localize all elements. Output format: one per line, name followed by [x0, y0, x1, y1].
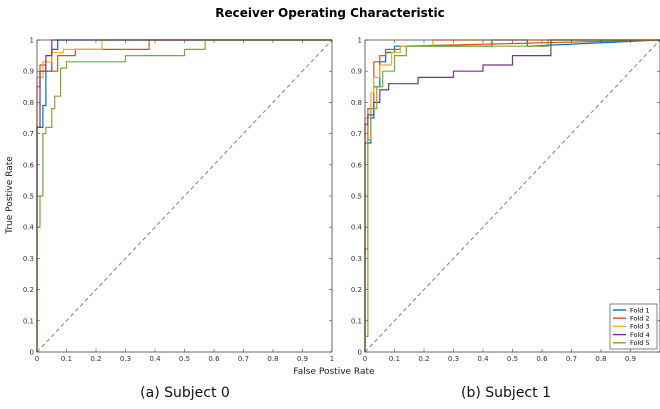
roc-panel-1: 0 0.1 0.2 0.3 0.4 0.5 0.6 0.7 0.8 0.9 0 0.1 0.2 0.3 0.… — [351, 37, 660, 363]
x-tick-label: 0.1 — [389, 355, 400, 363]
y-tick-label: 0.1 — [351, 317, 362, 325]
x-tick-label: 0.2 — [90, 355, 101, 363]
x-tick-label: 0.2 — [418, 355, 429, 363]
x-tick-label: 0.8 — [595, 355, 606, 363]
y-tick-label: 0.3 — [351, 255, 362, 263]
x-tick-label: 0.9 — [625, 355, 636, 363]
chance-diagonal — [36, 39, 333, 353]
x-tick-label: 0.6 — [536, 355, 548, 363]
y-tick-label: 0.9 — [351, 68, 362, 76]
x-tick-label: 0.6 — [208, 355, 220, 363]
y-tick-label: 0 — [30, 349, 34, 357]
x-tick-label: 0.5 — [507, 355, 518, 363]
figure-title: Receiver Operating Characteristic — [215, 6, 445, 20]
caption-subject-0: (a) Subject 0 — [140, 385, 230, 401]
y-tick-label: 0.7 — [23, 130, 34, 138]
x-tick-label: 0.4 — [149, 355, 161, 363]
x-tick-label: 0.1 — [61, 355, 72, 363]
legend-label-fold-3: Fold 3 — [630, 323, 650, 331]
y-tick-label: 0.3 — [23, 255, 34, 263]
roc-curve-fold-4 — [364, 39, 660, 352]
y-axis-label: True Postive Rate — [5, 156, 15, 235]
x-tick-label: 0.8 — [267, 355, 278, 363]
y-tick-label: 0.9 — [23, 68, 34, 76]
x-tick-label: 0.5 — [179, 355, 190, 363]
x-tick-label: 1 — [330, 355, 334, 363]
roc-curve-fold-4 — [36, 39, 332, 352]
y-tick-label: 0.7 — [351, 130, 362, 138]
y-tick-label: 0.1 — [23, 317, 34, 325]
y-tick-label: 0.5 — [23, 193, 34, 201]
y-tick-label: 0 — [358, 349, 362, 357]
y-tick-label: 0.2 — [23, 286, 34, 294]
y-tick-label: 0.4 — [351, 224, 363, 232]
caption-subject-1: (b) Subject 1 — [461, 385, 551, 401]
roc-curve-fold-5 — [364, 39, 660, 352]
legend-label-fold-1: Fold 1 — [630, 306, 650, 314]
roc-curve-fold-5 — [36, 39, 332, 352]
x-tick-label: 0.4 — [477, 355, 489, 363]
x-tick-label: 0.7 — [238, 355, 249, 363]
y-tick-label: 1 — [30, 37, 34, 45]
y-tick-label: 0.8 — [23, 99, 34, 107]
y-tick-label: 0.2 — [351, 286, 362, 294]
legend-label-fold-5: Fold 5 — [630, 339, 650, 347]
x-tick-label: 0.3 — [448, 355, 459, 363]
y-tick-label: 0.6 — [23, 161, 35, 169]
y-tick-label: 0.8 — [351, 99, 362, 107]
y-tick-label: 0.6 — [351, 161, 363, 169]
roc-panel-0: 0 0.1 0.2 0.3 0.4 0.5 0.6 0.7 0.8 0.9 1 0 0.1 0.2 0.3 0… — [23, 37, 334, 364]
x-tick-label: 0 — [363, 355, 367, 363]
x-tick-label: 0 — [35, 355, 39, 363]
y-tick-label: 1 — [358, 37, 362, 45]
x-tick-label: 0.9 — [297, 355, 308, 363]
x-tick-label: 0.3 — [120, 355, 131, 363]
x-axis-label: False Postive Rate — [293, 367, 375, 377]
legend-label-fold-2: Fold 2 — [630, 315, 650, 323]
legend-label-fold-4: Fold 4 — [630, 331, 650, 339]
y-tick-label: 0.4 — [23, 224, 35, 232]
x-tick-label: 0.7 — [566, 355, 577, 363]
chance-diagonal — [364, 39, 660, 353]
y-tick-label: 0.5 — [351, 193, 362, 201]
